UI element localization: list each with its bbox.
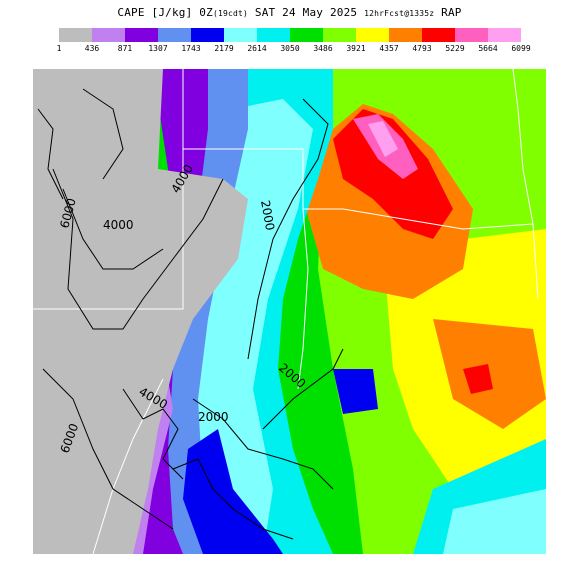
legend-swatch: [455, 28, 488, 42]
title-units: [J/kg]: [151, 6, 193, 19]
legend-tick-label: 4357: [379, 44, 399, 53]
legend-swatch: [323, 28, 356, 42]
title-model: RAP: [441, 6, 462, 19]
legend-tick-label: 3486: [313, 44, 333, 53]
legend-tick-label: 2614: [247, 44, 267, 53]
cape-zone-blue-strip: [183, 429, 283, 554]
legend-swatch: [290, 28, 323, 42]
legend-tick-label: 3050: [280, 44, 300, 53]
legend-tick-label: 6099: [511, 44, 531, 53]
contour-label: 2000: [198, 410, 229, 424]
legend-swatch: [389, 28, 422, 42]
legend-tick-label: 3921: [346, 44, 366, 53]
title-field: CAPE: [117, 6, 145, 19]
color-legend: [59, 28, 521, 42]
cape-zone-red-north: [333, 109, 453, 239]
cape-zone-lightpink-north: [368, 121, 398, 157]
legend-tick-label: 4793: [412, 44, 432, 53]
legend-tick-label: 5664: [478, 44, 498, 53]
legend-swatch: [422, 28, 455, 42]
legend-tick-label: 2179: [214, 44, 234, 53]
legend-tick-label: 1743: [181, 44, 201, 53]
legend-tick-label: 871: [117, 44, 133, 53]
cape-zone-red-east: [463, 364, 493, 394]
state-borders: [33, 69, 539, 554]
legend-swatch: [92, 28, 125, 42]
legend-tick-label: 436: [84, 44, 100, 53]
legend-swatch: [59, 28, 92, 42]
title-valid-date: SAT 24 May 2025: [254, 6, 358, 19]
chart-title: CAPE [J/kg] 0Z(19cdt) SAT 24 May 2025 12…: [0, 6, 579, 19]
title-valid-hour: 0Z: [199, 6, 213, 19]
contour-label: 4000: [103, 218, 134, 232]
legend-tick-labels: 1 436 871 1307 1743 2179 2614 3050 3486 3921 4357 4…: [56, 44, 531, 56]
legend-swatch: [257, 28, 290, 42]
legend-swatch: [125, 28, 158, 42]
contour-lines: [37, 88, 344, 540]
legend-swatch: [158, 28, 191, 42]
cape-map: 6000 4000 4000 2000 2000 2000 4000 6000: [33, 69, 546, 554]
legend-tick-label: 5229: [445, 44, 465, 53]
legend-tick-label: 1: [56, 44, 62, 53]
cape-zone-lightcyan-se: [443, 489, 546, 554]
title-forecast: 12hrFcst@1335z: [364, 9, 435, 18]
legend-swatch: [356, 28, 389, 42]
legend-tick-label: 1307: [148, 44, 168, 53]
legend-swatch: [191, 28, 224, 42]
legend-swatch: [224, 28, 257, 42]
legend-swatch: [488, 28, 521, 42]
contour-label: 2000: [258, 199, 277, 232]
cape-zone-blue-spot: [333, 369, 378, 414]
title-valid-local: (19cdt): [212, 9, 249, 18]
